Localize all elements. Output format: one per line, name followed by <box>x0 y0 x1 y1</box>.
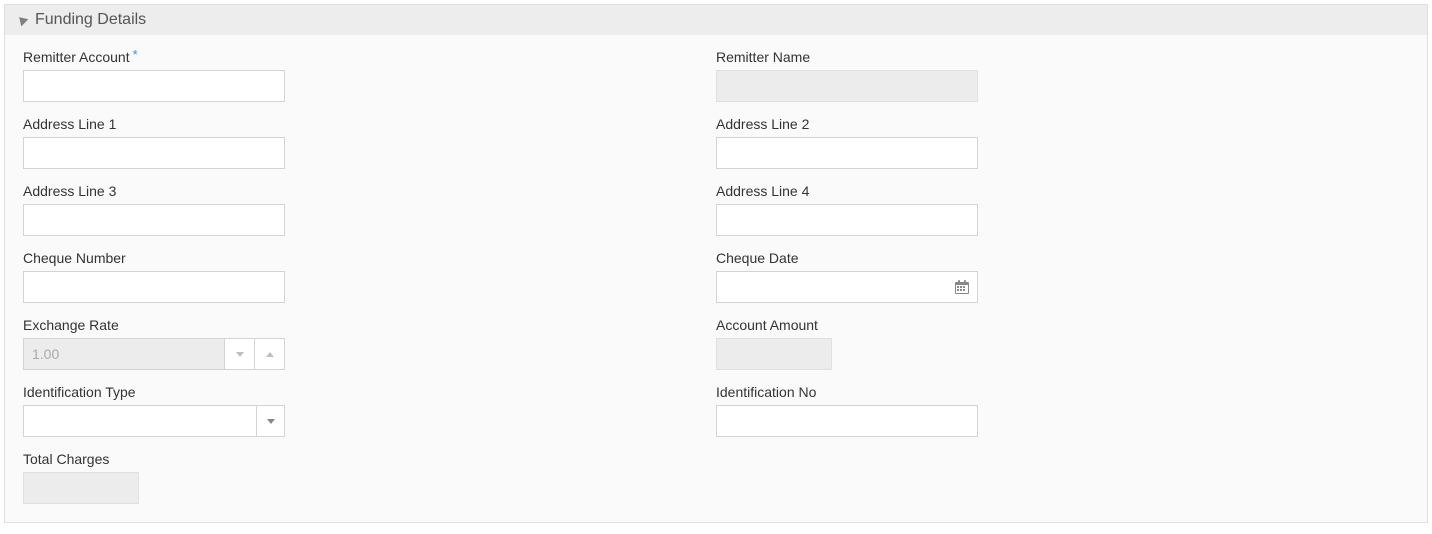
address-line-4-input[interactable] <box>716 204 978 236</box>
form-grid: Remitter Account * Remitter Name Address… <box>23 49 1409 504</box>
exchange-rate-wrap <box>23 338 285 370</box>
field-identification-no: Identification No <box>716 384 1409 437</box>
exchange-rate-up-button[interactable] <box>255 338 285 370</box>
remitter-name-input <box>716 70 978 102</box>
field-account-amount: Account Amount <box>716 317 1409 370</box>
label-account-amount: Account Amount <box>716 317 1409 333</box>
field-identification-type: Identification Type <box>23 384 716 437</box>
panel-title: Funding Details <box>35 11 146 29</box>
label-address-line-2: Address Line 2 <box>716 116 1409 132</box>
panel-header[interactable]: Funding Details <box>5 5 1427 35</box>
label-exchange-rate: Exchange Rate <box>23 317 716 333</box>
label-identification-type: Identification Type <box>23 384 716 400</box>
field-address-line-4: Address Line 4 <box>716 183 1409 236</box>
identification-type-input[interactable] <box>23 405 257 437</box>
field-exchange-rate: Exchange Rate <box>23 317 716 370</box>
address-line-1-input[interactable] <box>23 137 285 169</box>
label-address-line-4: Address Line 4 <box>716 183 1409 199</box>
field-cheque-number: Cheque Number <box>23 250 716 303</box>
field-cheque-date: Cheque Date <box>716 250 1409 303</box>
label-remitter-account: Remitter Account * <box>23 49 716 65</box>
field-remitter-name: Remitter Name <box>716 49 1409 102</box>
empty-cell <box>716 451 1409 504</box>
address-line-3-input[interactable] <box>23 204 285 236</box>
exchange-rate-down-button[interactable] <box>225 338 255 370</box>
collapse-icon <box>16 14 29 27</box>
address-line-2-input[interactable] <box>716 137 978 169</box>
label-identification-no: Identification No <box>716 384 1409 400</box>
calendar-button[interactable] <box>947 272 977 302</box>
chevron-up-icon <box>266 352 274 357</box>
field-remitter-account: Remitter Account * <box>23 49 716 102</box>
field-address-line-2: Address Line 2 <box>716 116 1409 169</box>
calendar-icon <box>954 279 970 295</box>
label-total-charges: Total Charges <box>23 451 716 467</box>
panel-body: Remitter Account * Remitter Name Address… <box>5 35 1427 522</box>
remitter-account-input[interactable] <box>23 70 285 102</box>
label-address-line-3: Address Line 3 <box>23 183 716 199</box>
label-cheque-number: Cheque Number <box>23 250 716 266</box>
label-cheque-date: Cheque Date <box>716 250 1409 266</box>
field-total-charges: Total Charges <box>23 451 716 504</box>
identification-type-wrap <box>23 405 285 437</box>
cheque-date-wrap <box>716 271 978 303</box>
exchange-rate-input <box>23 338 225 370</box>
total-charges-input <box>23 472 139 504</box>
label-address-line-1: Address Line 1 <box>23 116 716 132</box>
identification-no-input[interactable] <box>716 405 978 437</box>
required-star-icon: * <box>133 47 138 62</box>
field-address-line-1: Address Line 1 <box>23 116 716 169</box>
field-address-line-3: Address Line 3 <box>23 183 716 236</box>
identification-type-dropdown-button[interactable] <box>257 405 285 437</box>
label-remitter-name: Remitter Name <box>716 49 1409 65</box>
chevron-down-icon <box>236 352 244 357</box>
cheque-number-input[interactable] <box>23 271 285 303</box>
funding-details-panel: Funding Details Remitter Account * Remit… <box>4 4 1428 523</box>
chevron-down-icon <box>267 419 275 424</box>
account-amount-input <box>716 338 832 370</box>
cheque-date-input[interactable] <box>717 272 947 302</box>
